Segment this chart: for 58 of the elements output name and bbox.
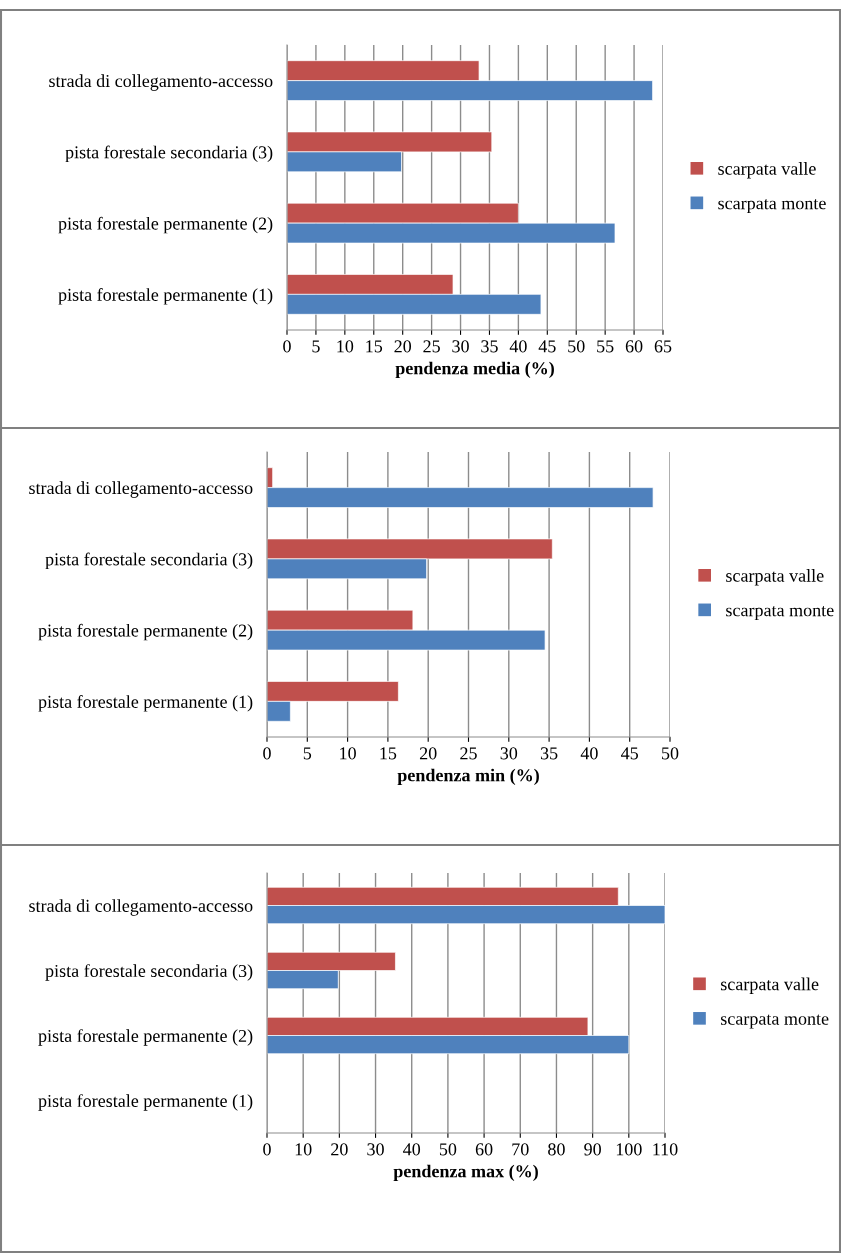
x-tick-label: 60 [475,1143,493,1156]
y-tick-label: pista forestale secondaria (3) [45,552,253,570]
x-tick-label: 15 [366,340,383,353]
y-tick-label: pista forestale permanente (1) [58,288,273,305]
legend-label: scarpata valle [718,162,816,179]
y-tick-label: pista forestale permanente (2) [58,216,273,234]
x-tick-label: 30 [500,747,518,760]
y-tick-label: pista forestale secondaria (3) [65,145,273,163]
x-tick-label: 25 [423,340,440,353]
y-tick-label: strada di collegamento-accesso [49,74,273,91]
y-tick-label: pista forestale secondaria (3) [45,964,253,981]
x-tick-label: 10 [337,340,354,353]
legend-label: scarpata monte [721,1014,829,1029]
x-tick-label: 25 [460,747,477,760]
x-axis-title: pendenza media (%) [395,361,554,379]
x-tick-label: 50 [439,1143,457,1156]
x-tick-label: 10 [340,747,356,760]
y-tick-label: pista forestale permanente (1) [38,1094,253,1111]
x-tick-label: 10 [295,1143,312,1156]
legend-label: scarpata monte [726,606,834,621]
legend-label: scarpata valle [721,977,819,994]
x-tick-label: 0 [263,747,271,760]
x-tick-label: 20 [394,340,412,353]
x-tick-label: 20 [331,1143,348,1156]
y-tick-label: pista forestale permanente (1) [38,695,253,712]
x-axis-title: pendenza max (%) [393,1164,538,1182]
x-tick-label: 5 [312,340,320,353]
x-tick-label: 65 [654,340,672,353]
y-tick-label: pista forestale permanente (2) [38,623,253,641]
x-tick-label: 0 [263,1143,271,1156]
x-tick-label: 35 [540,747,558,760]
x-tick-label: 70 [512,1143,529,1156]
y-tick-label: strada di collegamento-accesso [29,481,253,498]
x-tick-label: 15 [380,747,397,760]
x-tick-label: 45 [621,747,639,760]
y-tick-label: pista forestale permanente (2) [38,1029,253,1046]
x-tick-label: 55 [597,340,614,353]
x-tick-label: 40 [580,747,598,760]
legend-label: scarpata monte [718,199,826,214]
x-tick-label: 45 [538,340,556,353]
x-tick-label: 50 [662,747,679,760]
x-axis-title: pendenza min (%) [397,768,539,786]
y-tick-label: strada di collegamento-accesso [29,899,253,916]
x-tick-label: 50 [568,340,585,353]
x-tick-label: 30 [452,340,469,353]
legend-label: scarpata valle [726,569,824,586]
x-tick-label: 30 [367,1143,384,1156]
x-tick-label: 5 [303,747,312,760]
x-tick-label: 100 [616,1143,642,1156]
x-tick-label: 90 [584,1143,601,1156]
x-tick-label: 60 [625,340,643,353]
x-tick-label: 110 [653,1143,678,1156]
x-tick-label: 0 [283,340,291,353]
x-tick-label: 40 [509,340,527,353]
x-tick-label: 20 [419,747,437,760]
x-tick-label: 40 [403,1143,421,1156]
x-tick-label: 35 [481,340,498,353]
x-tick-label: 80 [548,1143,565,1156]
